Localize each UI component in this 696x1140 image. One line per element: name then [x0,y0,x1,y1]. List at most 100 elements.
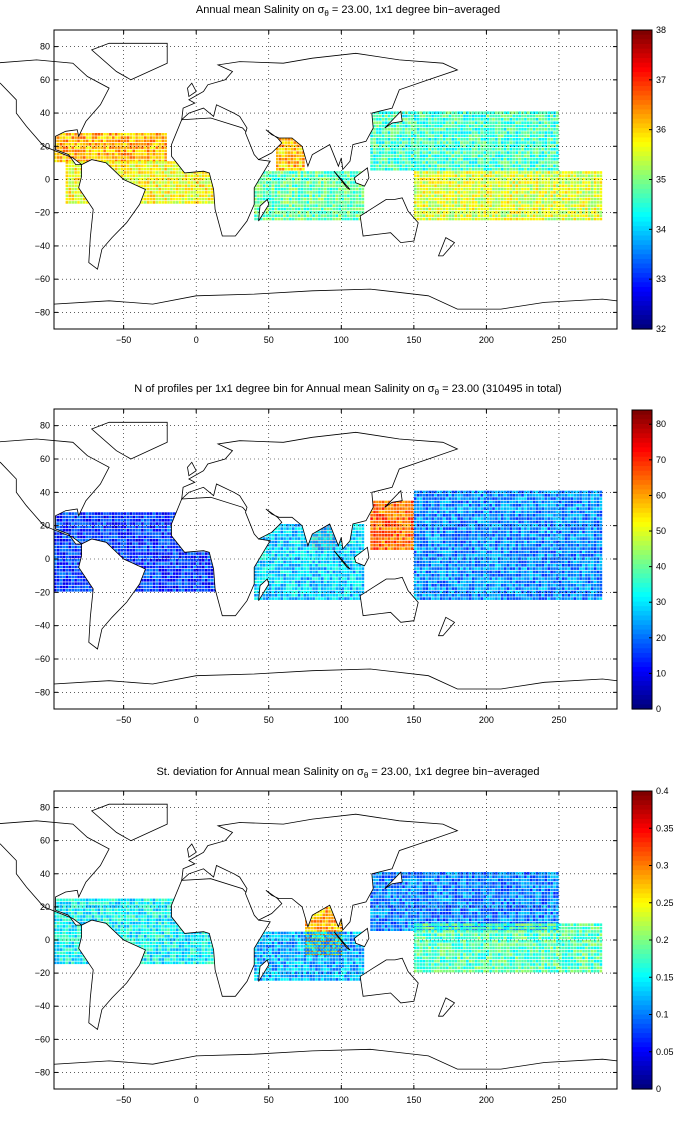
salinity-cell-south-pacific [486,201,489,204]
salinity-cell-indian-ocean [329,214,333,217]
salinity-cell-arabian-sea [299,144,302,148]
salinity-cell-tropical-atlantic [170,184,173,188]
salinity-cell-north-pacific [503,161,507,164]
salinity-cell-indian-ocean [338,194,341,198]
salinity-cell-north-pacific [451,118,455,121]
salinity-colorbar-step [632,39,652,45]
salinity-cell-north-pacific [506,138,510,141]
salinity-cell-north-atlantic [103,139,106,143]
salinity-cell-north-pacific [448,151,452,154]
salinity-cell-south-pacific [498,194,501,198]
salinity-cell-tropical-atlantic [170,167,173,171]
salinity-cell-indian-ocean [309,174,312,178]
salinity-cell-south-pacific [518,197,521,201]
salinity-cell-north-pacific [553,114,556,118]
salinity-cell-tropical-atlantic [129,164,133,168]
salinity-cell-north-pacific [425,128,429,131]
salinity-cell-north-pacific [413,147,417,151]
salinity-cell-north-pacific [524,154,527,158]
salinity-cell-indian-ocean [332,184,336,188]
profiles-cell-atlantic [85,582,89,585]
profiles-cell-atlantic [167,585,170,589]
salinity-cell-north-pacific [500,131,504,134]
salinity-cell-north-pacific [556,124,559,128]
profiles-cell-atlantic [135,535,138,539]
salinity-cell-south-pacific [428,191,431,194]
profiles-cell-atlantic [71,565,74,569]
salinity-colorbar-step [632,184,652,190]
salinity-cell-north-pacific [408,131,411,134]
salinity-cell-north-pacific [486,151,489,154]
profiles-cell-atlantic [106,539,109,542]
salinity-cell-south-pacific [434,171,437,174]
profiles-cell-atlantic [158,532,162,535]
salinity-cell-south-pacific [425,174,429,178]
salinity-cell-tropical-atlantic [141,197,144,201]
profiles-cell-atlantic [80,519,83,522]
salinity-cell-north-pacific [370,144,373,148]
salinity-cell-north-atlantic [68,159,72,163]
salinity-cell-indian-ocean [274,194,278,198]
salinity-cell-north-atlantic [112,152,115,156]
salinity-cell-north-pacific [495,138,498,141]
salinity-cell-south-pacific [492,214,495,217]
profiles-cell-atlantic [68,545,72,549]
salinity-cell-south-pacific [416,214,420,217]
profiles-cell-atlantic [161,545,164,549]
profiles-cell-atlantic [77,579,80,582]
salinity-cell-indian-ocean [286,204,289,207]
profiles-cell-atlantic [80,532,83,535]
profiles-cell-atlantic [103,515,106,519]
salinity-cell-south-pacific [582,201,585,204]
salinity-cell-north-pacific [425,144,429,148]
salinity-cell-indian-ocean [257,191,260,194]
salinity-cell-indian-ocean [297,184,301,188]
salinity-cell-north-pacific [541,121,545,124]
profiles-cell-atlantic [167,525,170,529]
salinity-cell-arabian-sea [276,164,279,168]
salinity-title-suffix: = 23.00, 1x1 degree bin−averaged [328,4,501,16]
salinity-cell-north-pacific [469,121,472,124]
salinity-cell-south-pacific [535,207,539,211]
salinity-cell-south-pacific [524,207,527,211]
salinity-cell-north-pacific [460,134,463,138]
salinity-cell-north-pacific [376,141,379,144]
profiles-cell-atlantic [155,579,159,582]
salinity-cell-north-pacific [463,164,466,168]
salinity-cell-north-pacific [553,138,556,141]
salinity-cell-indian-ocean [350,211,353,214]
salinity-cell-south-pacific [556,177,559,181]
salinity-cell-south-pacific [471,194,475,198]
salinity-cell-indian-ocean [265,171,269,174]
profiles-cell-atlantic [68,569,72,572]
salinity-cell-north-pacific [463,134,466,138]
salinity-cell-tropical-atlantic [181,174,185,178]
profiles-cell-atlantic [164,515,167,519]
salinity-cell-south-pacific [500,174,504,178]
profiles-cell-atlantic [83,532,86,535]
salinity-cell-north-pacific [556,164,559,168]
salinity-cell-north-atlantic [74,139,77,143]
salinity-cell-north-pacific [442,124,446,128]
salinity-cell-north-pacific [442,154,446,158]
salinity-cell-north-pacific [463,147,466,151]
profiles-cell-atlantic [155,545,159,549]
salinity-cell-south-pacific [521,197,524,201]
salinity-cell-indian-ocean [358,194,362,198]
profiles-cell-atlantic [114,545,118,549]
salinity-cell-north-pacific [460,111,463,114]
salinity-cell-north-pacific [419,138,423,141]
profiles-cell-atlantic [114,542,118,545]
salinity-cell-north-pacific [416,111,420,114]
salinity-cell-south-pacific [416,201,420,204]
profiles-cell-atlantic [120,525,124,529]
salinity-cell-indian-ocean [262,194,266,198]
salinity-cell-tropical-atlantic [178,167,182,171]
salinity-cell-tropical-atlantic [77,187,80,191]
salinity-cell-north-pacific [440,164,443,168]
salinity-cell-indian-ocean [323,171,327,174]
salinity-cell-north-pacific [486,124,489,128]
salinity-cell-north-pacific [547,147,550,151]
salinity-cell-north-pacific [500,141,504,144]
salinity-cell-indian-ocean [280,207,283,211]
